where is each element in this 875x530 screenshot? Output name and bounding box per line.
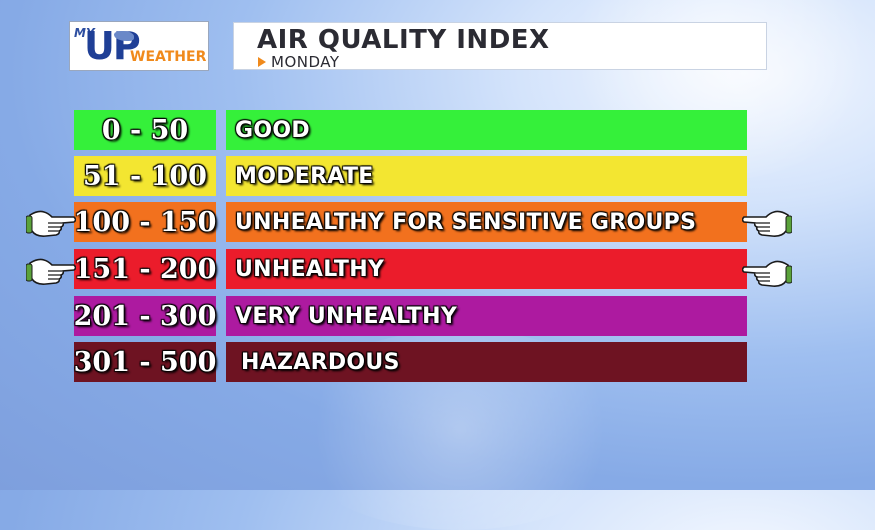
aqi-range-sensitive: 100 - 150 [74, 202, 216, 242]
aqi-range-very-unhealthy: 201 - 300 [74, 296, 216, 336]
aqi-range-hazardous: 301 - 500 [74, 342, 216, 382]
aqi-label-unhealthy: UNHEALTHY [226, 249, 747, 289]
subtitle-row: MONDAY [258, 53, 340, 71]
aqi-label-good: GOOD [226, 110, 747, 150]
myup-weather-logo: MY UP WEATHER [69, 21, 209, 71]
aqi-range-moderate: 51 - 100 [74, 156, 216, 196]
aqi-label-very-unhealthy: VERY UNHEALTHY [226, 296, 747, 336]
title-box: AIR QUALITY INDEX MONDAY [233, 22, 767, 71]
aqi-range-good: 0 - 50 [74, 110, 216, 150]
logo-up: UP [84, 24, 141, 68]
play-arrow-icon [258, 57, 266, 67]
upper-peninsula-map-icon [114, 31, 134, 41]
pointing-hand-icon [742, 210, 792, 237]
aqi-range-unhealthy: 151 - 200 [74, 249, 216, 289]
pointing-hand-icon [742, 260, 792, 287]
logo-weather: WEATHER [130, 49, 207, 65]
page-title: AIR QUALITY INDEX [257, 25, 550, 55]
logo-my: MY [74, 26, 95, 40]
aqi-label-sensitive: UNHEALTHY FOR SENSITIVE GROUPS [226, 202, 747, 242]
pointing-hand-icon [26, 210, 76, 237]
page-subtitle: MONDAY [271, 53, 340, 71]
aqi-label-hazardous: HAZARDOUS [226, 342, 747, 382]
pointing-hand-icon [26, 258, 76, 285]
aqi-label-moderate: MODERATE [226, 156, 747, 196]
